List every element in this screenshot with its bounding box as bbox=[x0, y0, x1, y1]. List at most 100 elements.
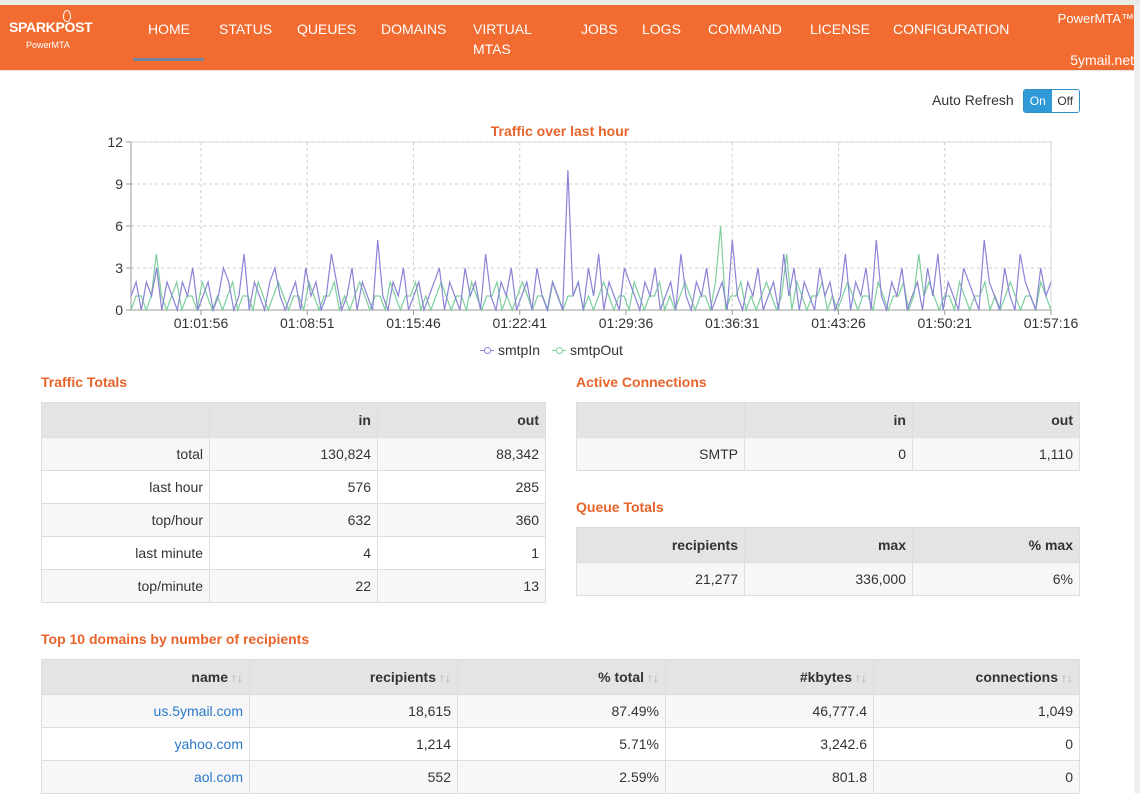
table-row: SMTP 0 1,110 bbox=[576, 437, 1080, 471]
flame-icon bbox=[63, 10, 71, 22]
row-label: top/minute bbox=[41, 569, 210, 603]
nav-license[interactable]: LICENSE bbox=[810, 21, 870, 37]
nav-jobs[interactable]: JOBS bbox=[581, 21, 618, 37]
cell-pct-total: 87.49% bbox=[457, 694, 666, 728]
table-row: us.5ymail.com 18,615 87.49% 46,777.4 1,0… bbox=[41, 694, 1080, 728]
cell-max: 336,000 bbox=[744, 562, 913, 596]
row-label: SMTP bbox=[576, 437, 745, 471]
sort-icon: ↑↓ bbox=[439, 671, 451, 685]
cell-out: 1,110 bbox=[912, 437, 1080, 471]
cell-kbytes: 46,777.4 bbox=[665, 694, 874, 728]
column-header-connections[interactable]: connections ↑↓ bbox=[873, 659, 1080, 695]
column-header-kbytes[interactable]: #kbytes ↑↓ bbox=[665, 659, 874, 695]
domain-link[interactable]: us.5ymail.com bbox=[153, 703, 243, 719]
domain-link[interactable]: yahoo.com bbox=[174, 736, 243, 752]
nav-virtual-mtas[interactable]: VIRTUAL MTAS bbox=[473, 21, 532, 57]
cell-connections: 0 bbox=[873, 727, 1080, 761]
cell-recipients: 21,277 bbox=[576, 562, 745, 596]
legend-label-smtpout: smtpOut bbox=[570, 342, 623, 358]
cell-kbytes: 801.8 bbox=[665, 760, 874, 794]
cell-in: 4 bbox=[209, 536, 378, 570]
top-navbar: SPARKPOST PowerMTA HOME STATUS QUEUES DO… bbox=[0, 5, 1140, 71]
sort-icon: ↑↓ bbox=[855, 671, 867, 685]
column-header-pct-total[interactable]: % total ↑↓ bbox=[457, 659, 666, 695]
series-line-smtpout bbox=[130, 225, 1052, 313]
column-header-pct-max: % max bbox=[912, 527, 1080, 563]
column-header-recipients[interactable]: recipients ↑↓ bbox=[249, 659, 458, 695]
table-header-row: in out bbox=[576, 402, 1080, 438]
traffic-totals-table: in out total 130,824 88,342 last hour 57… bbox=[41, 402, 546, 603]
header-label: #kbytes bbox=[799, 669, 852, 685]
traffic-totals-title: Traffic Totals bbox=[41, 374, 128, 390]
table-row: aol.com 552 2.59% 801.8 0 bbox=[41, 760, 1080, 794]
row-label: last minute bbox=[41, 536, 210, 570]
nav-logs[interactable]: LOGS bbox=[642, 21, 681, 37]
header-label: recipients bbox=[369, 669, 436, 685]
domain-name-cell: aol.com bbox=[41, 760, 250, 794]
sort-icon: ↑↓ bbox=[231, 671, 243, 685]
column-header bbox=[41, 402, 210, 438]
cell-recipients: 552 bbox=[249, 760, 458, 794]
top-domains-table: name ↑↓ recipients ↑↓ % total ↑↓ #kbytes ↑↓ … bbox=[41, 659, 1080, 794]
domain-link[interactable]: aol.com bbox=[193, 769, 243, 785]
toggle-off-button[interactable]: Off bbox=[1051, 90, 1079, 112]
cell-out: 285 bbox=[377, 470, 546, 504]
toggle-on-button[interactable]: On bbox=[1024, 90, 1052, 112]
table-header-row: name ↑↓ recipients ↑↓ % total ↑↓ #kbytes ↑↓ … bbox=[41, 659, 1080, 695]
active-connections-table: in out SMTP 0 1,110 bbox=[576, 402, 1080, 471]
table-header-row: in out bbox=[41, 402, 546, 438]
x-tick-label: 01:15:46 bbox=[386, 315, 441, 331]
x-tick-label: 01:29:36 bbox=[599, 315, 654, 331]
nav-status[interactable]: STATUS bbox=[219, 21, 273, 37]
cell-recipients: 1,214 bbox=[249, 727, 458, 761]
cell-out: 88,342 bbox=[377, 437, 546, 471]
table-row: total 130,824 88,342 bbox=[41, 437, 546, 471]
smtpout-swatch-icon bbox=[552, 345, 567, 355]
nav-active-indicator bbox=[133, 58, 204, 61]
column-header-recipients: recipients bbox=[576, 527, 745, 563]
cell-in: 130,824 bbox=[209, 437, 378, 471]
table-row: yahoo.com 1,214 5.71% 3,242.6 0 bbox=[41, 727, 1080, 761]
smtpin-swatch-icon bbox=[480, 345, 494, 355]
auto-refresh-toggle[interactable]: On Off bbox=[1023, 89, 1080, 113]
table-row: top/hour 632 360 bbox=[41, 503, 546, 537]
vertical-scrollbar[interactable] bbox=[1134, 5, 1140, 793]
x-tick-label: 01:50:21 bbox=[918, 315, 973, 331]
legend-item-smtpin[interactable]: smtpIn bbox=[480, 342, 540, 358]
row-label: top/hour bbox=[41, 503, 210, 537]
sort-icon: ↑↓ bbox=[1061, 671, 1073, 685]
nav-configuration[interactable]: CONFIGURATION bbox=[893, 21, 1010, 37]
header-label: % total bbox=[598, 669, 644, 685]
traffic-chart: 0 3 6 9 12 01:01:56 01:08:51 01:15:46 01:22:41 01… bbox=[107, 134, 1078, 331]
sort-icon: ↑↓ bbox=[647, 671, 659, 685]
column-header bbox=[576, 402, 745, 438]
cell-out: 13 bbox=[377, 569, 546, 603]
x-tick-label: 01:36:31 bbox=[705, 315, 760, 331]
header-label: name bbox=[191, 669, 228, 685]
series-line-smtpin bbox=[130, 169, 1052, 313]
cell-in: 576 bbox=[209, 470, 378, 504]
cell-in: 0 bbox=[744, 437, 913, 471]
nav-home[interactable]: HOME bbox=[148, 21, 190, 37]
x-tick-label: 01:08:51 bbox=[280, 315, 335, 331]
cell-pct-total: 2.59% bbox=[457, 760, 666, 794]
table-header-row: recipients max % max bbox=[576, 527, 1080, 563]
host-name: 5ymail.net bbox=[1070, 52, 1134, 68]
cell-out: 360 bbox=[377, 503, 546, 537]
sparkpost-logo[interactable]: SPARKPOST PowerMTA bbox=[9, 10, 93, 50]
domain-name-cell: yahoo.com bbox=[41, 727, 250, 761]
domain-name-cell: us.5ymail.com bbox=[41, 694, 250, 728]
legend-item-smtpout[interactable]: smtpOut bbox=[552, 342, 623, 358]
product-name: PowerMTA™ bbox=[1057, 11, 1134, 26]
y-tick-label: 6 bbox=[115, 218, 123, 234]
nav-command[interactable]: COMMAND bbox=[708, 21, 782, 37]
queue-totals-title: Queue Totals bbox=[576, 499, 664, 515]
cell-in: 22 bbox=[209, 569, 378, 603]
nav-domains[interactable]: DOMAINS bbox=[381, 21, 447, 37]
cell-connections: 1,049 bbox=[873, 694, 1080, 728]
column-header-max: max bbox=[744, 527, 913, 563]
queue-totals-table: recipients max % max 21,277 336,000 6% bbox=[576, 527, 1080, 596]
column-header-name[interactable]: name ↑↓ bbox=[41, 659, 250, 695]
column-header-out: out bbox=[377, 402, 546, 438]
nav-queues[interactable]: QUEUES bbox=[297, 21, 357, 37]
